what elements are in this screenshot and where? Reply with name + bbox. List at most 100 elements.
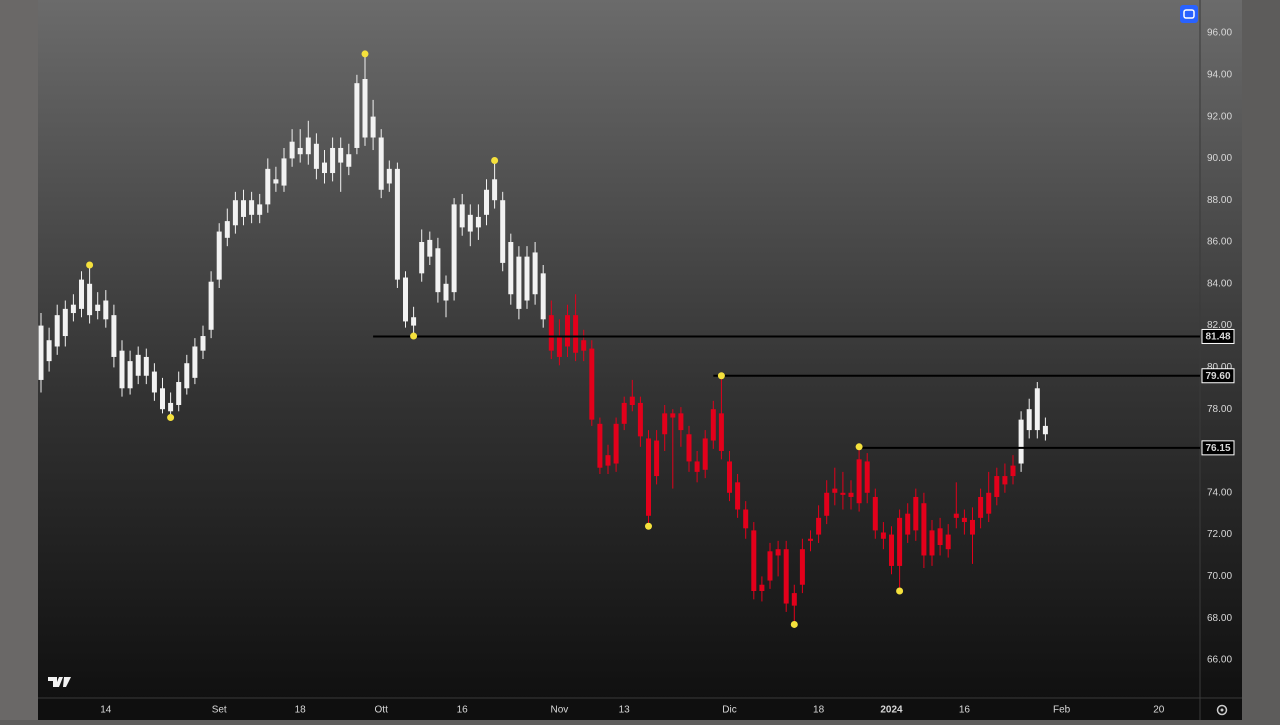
candle-body: [605, 455, 611, 466]
candle-body: [208, 281, 214, 330]
tradingview-logo: [48, 677, 71, 687]
auto-scale-button[interactable]: [1180, 5, 1198, 23]
candle-body: [994, 476, 1000, 497]
plot: 66.0068.0070.0072.0074.0076.0078.0080.00…: [38, 28, 1235, 716]
pivot-point: [491, 156, 499, 164]
candle-body: [394, 168, 400, 280]
candle-body: [824, 492, 830, 516]
candle-body: [168, 402, 174, 412]
candle-body: [192, 346, 198, 378]
candle-body: [929, 530, 935, 556]
y-tick-label: 88.00: [1207, 195, 1232, 206]
candle-body: [783, 549, 789, 604]
pivot-point: [790, 620, 798, 628]
y-tick-label: 80.00: [1207, 362, 1232, 373]
candle-body: [532, 252, 538, 295]
y-tick-label: 86.00: [1207, 237, 1232, 248]
x-tick-label: Ott: [375, 705, 389, 716]
candle-body: [249, 200, 255, 215]
candle-body: [62, 308, 68, 337]
candle-body: [694, 461, 700, 472]
candle-body: [289, 141, 295, 159]
x-tick-label: Feb: [1053, 705, 1071, 716]
candle-body: [87, 283, 93, 316]
candle-body: [718, 413, 724, 451]
candle-body: [411, 317, 417, 326]
candle-body: [419, 242, 425, 274]
candle-body: [273, 179, 279, 184]
candle-body: [467, 214, 473, 232]
candle-body: [492, 179, 498, 201]
candle-body: [313, 143, 319, 169]
candle-body: [743, 509, 749, 529]
candle-body: [151, 371, 157, 393]
candle-body: [111, 315, 117, 357]
candle-body: [46, 340, 52, 362]
y-tick-label: 94.00: [1207, 69, 1232, 80]
level-label-box: [1201, 328, 1235, 344]
candle-body: [848, 492, 854, 497]
x-tick-label: 16: [457, 705, 469, 716]
candle-body: [54, 315, 60, 347]
candle-body: [378, 137, 384, 190]
candle-body: [678, 413, 684, 431]
settings-button[interactable]: [1216, 704, 1228, 716]
candle-body: [872, 496, 878, 531]
candle-body: [621, 402, 627, 424]
candle-body: [475, 216, 481, 228]
candle-body: [856, 459, 862, 504]
candle-body: [589, 348, 595, 420]
x-tick-label: 2024: [880, 705, 903, 716]
candle-body: [524, 256, 530, 301]
x-tick-label: Set: [212, 705, 227, 716]
candle-body: [103, 300, 109, 320]
candle-body: [735, 482, 741, 510]
pivot-point: [361, 50, 369, 58]
pivot-point: [645, 522, 652, 530]
candle-body: [322, 162, 327, 174]
candle-body: [297, 147, 303, 155]
candle-body: [573, 315, 579, 353]
x-tick-label: 14: [100, 705, 112, 716]
candle-body: [265, 168, 271, 205]
candle-body: [1026, 409, 1032, 431]
candle-body: [913, 496, 919, 531]
candle-body: [978, 496, 984, 518]
candle-body: [443, 283, 449, 301]
candle-body: [970, 519, 975, 535]
candle-body: [686, 434, 692, 462]
candle-body: [597, 423, 603, 468]
candle-body: [759, 584, 765, 592]
pivot-point: [717, 372, 725, 380]
candle-body: [127, 361, 133, 389]
candle-body: [727, 461, 732, 493]
candle-body: [945, 534, 951, 550]
candle-body: [135, 354, 141, 376]
level-label: 81.48: [1205, 332, 1230, 343]
candle-body: [880, 532, 886, 539]
candle-body: [184, 363, 190, 389]
candle-body: [224, 221, 230, 238]
x-tick-label: 13: [619, 705, 631, 716]
candle-body: [370, 116, 376, 138]
candle-body: [556, 336, 562, 357]
x-tick-label: 20: [1153, 705, 1165, 716]
y-tick-label: 82.00: [1207, 320, 1232, 331]
candle-body: [500, 200, 506, 263]
x-tick-label: 18: [813, 705, 825, 716]
y-tick-label: 72.00: [1207, 529, 1232, 540]
candle-body: [38, 325, 44, 380]
candle-body: [338, 147, 344, 163]
y-tick-label: 68.00: [1207, 613, 1232, 624]
candle-body: [79, 279, 84, 309]
y-tick-label: 92.00: [1207, 111, 1232, 122]
candle-body: [670, 413, 676, 418]
candle-body: [654, 440, 660, 477]
candle-body: [160, 388, 165, 410]
candle-body: [70, 304, 76, 314]
candle-body: [961, 517, 967, 523]
candle-body: [346, 154, 352, 167]
candle-body: [662, 413, 668, 435]
candle-body: [816, 517, 822, 535]
left-frame: [0, 0, 38, 720]
